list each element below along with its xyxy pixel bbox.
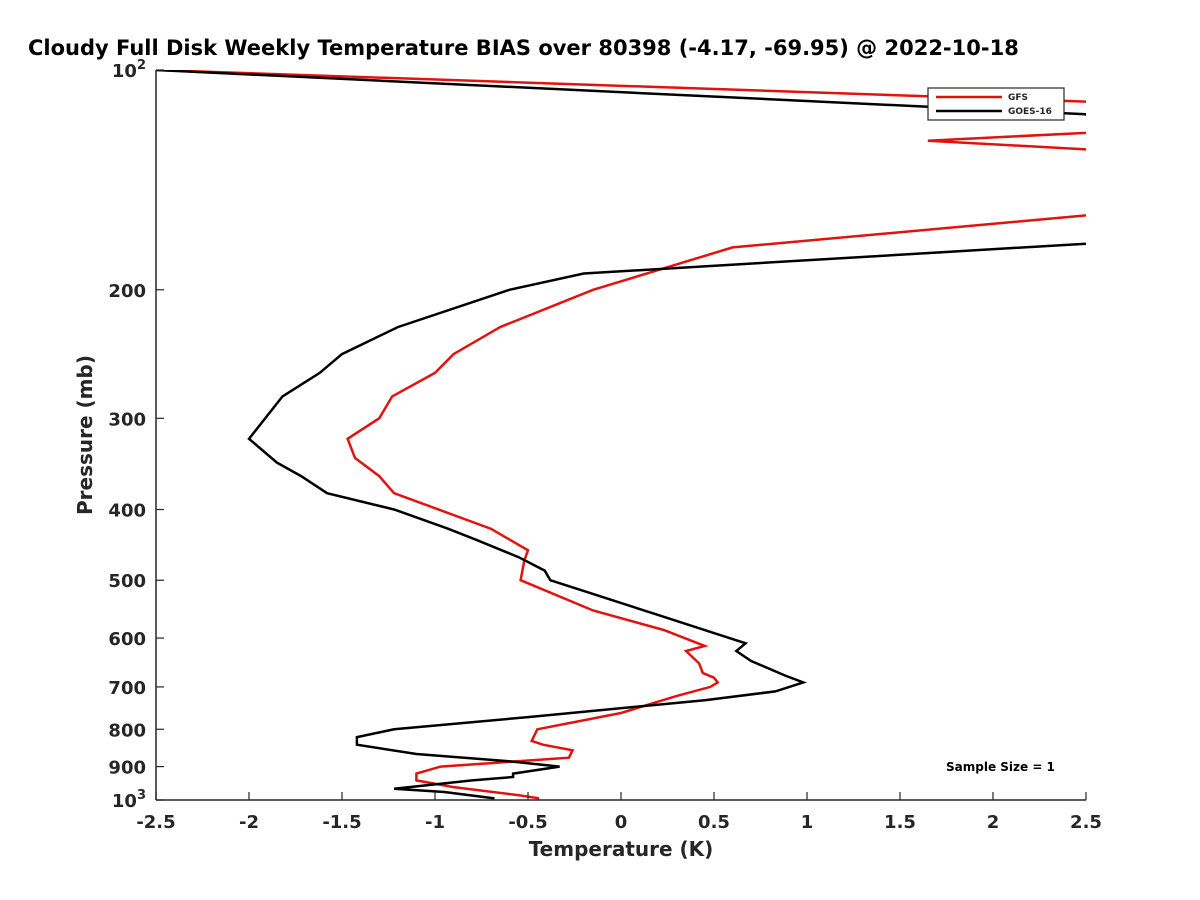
- x-tick-label: -2: [239, 812, 259, 833]
- y-tick-label: 900: [108, 758, 146, 779]
- series-line-goes16: [156, 70, 1086, 800]
- x-tick-label: 0.5: [698, 812, 730, 833]
- x-ticks: -2.5 -2 -1.5 -1 -0.5 0 0.5 1 1.5 2 2.5: [136, 792, 1102, 833]
- y-tick-label: 700: [108, 678, 146, 699]
- x-tick-label: -1.5: [322, 812, 361, 833]
- x-axis-label: Temperature (K): [529, 837, 714, 861]
- x-tick-label: 2: [987, 812, 1000, 833]
- sample-size-annotation: Sample Size = 1: [946, 760, 1055, 774]
- y-ticks: 102 200 300 400 500 600 700 800 900 103: [108, 58, 164, 812]
- legend: GFS GOES-16: [927, 87, 1065, 121]
- y-tick-label: 500: [108, 571, 146, 592]
- legend-label-goes16: GOES-16: [1008, 107, 1052, 117]
- legend-box: [927, 87, 1065, 121]
- y-tick-label: 800: [108, 720, 146, 741]
- x-tick-label: -2.5: [136, 812, 175, 833]
- chart-title: Cloudy Full Disk Weekly Temperature BIAS…: [28, 36, 1019, 60]
- x-tick-label: 0: [615, 812, 628, 833]
- y-tick-label: 103: [112, 788, 146, 812]
- y-tick-label: 300: [108, 409, 146, 430]
- plot-background: [156, 70, 1086, 800]
- x-tick-label: 2.5: [1070, 812, 1102, 833]
- series-lines: [156, 70, 1086, 800]
- legend-label-gfs: GFS: [1008, 93, 1028, 103]
- x-tick-label: 1: [801, 812, 814, 833]
- series-line-gfs: [156, 70, 1086, 800]
- y-tick-label: 200: [108, 281, 146, 302]
- x-tick-label: 1.5: [884, 812, 916, 833]
- plot-area: -2.5 -2 -1.5 -1 -0.5 0 0.5 1 1.5 2 2.5 102 200 300 40…: [108, 58, 1102, 833]
- y-axis-label: Pressure (mb): [73, 355, 97, 515]
- x-tick-label: -0.5: [508, 812, 547, 833]
- y-tick-label: 600: [108, 629, 146, 650]
- y-tick-label: 400: [108, 501, 146, 522]
- y-tick-label: 102: [112, 58, 146, 82]
- x-tick-label: -1: [425, 812, 445, 833]
